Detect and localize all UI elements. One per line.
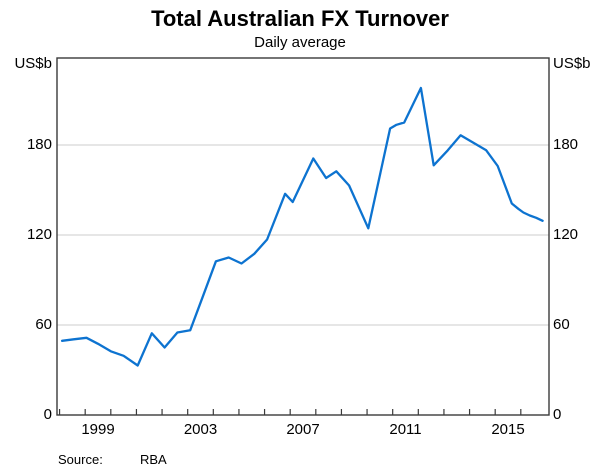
chart-subtitle: Daily average xyxy=(254,34,346,51)
source-value: RBA xyxy=(140,452,167,467)
source-label: Source: xyxy=(58,452,103,467)
data-line-0 xyxy=(60,86,544,367)
y-tick-label-left-180: 180 xyxy=(26,136,52,153)
y-tick-label-right-180: 180 xyxy=(553,136,579,153)
x-tick-label-1999: 1999 xyxy=(81,421,115,438)
y-tick-label-right-120: 120 xyxy=(553,226,579,243)
y-tick-label-right-60: 60 xyxy=(553,316,570,333)
x-tick-label-2011: 2011 xyxy=(389,421,422,438)
y-tick-label-right-0: 0 xyxy=(553,406,562,423)
y-tick-label-left-120: 120 xyxy=(26,226,52,243)
y-tick-label-left-0: 0 xyxy=(43,406,52,423)
x-tick-label-2015: 2015 xyxy=(491,421,525,438)
x-tick-label-2003: 2003 xyxy=(183,421,218,438)
y-tick-label-left-60: 60 xyxy=(35,316,52,333)
chart-title: Total Australian FX Turnover xyxy=(151,6,449,31)
y-axis-unit-right: US$b xyxy=(553,55,591,72)
y-axis-unit-left: US$b xyxy=(14,55,52,72)
plot-frame xyxy=(56,57,550,416)
x-tick-label-2007: 2007 xyxy=(286,421,320,438)
